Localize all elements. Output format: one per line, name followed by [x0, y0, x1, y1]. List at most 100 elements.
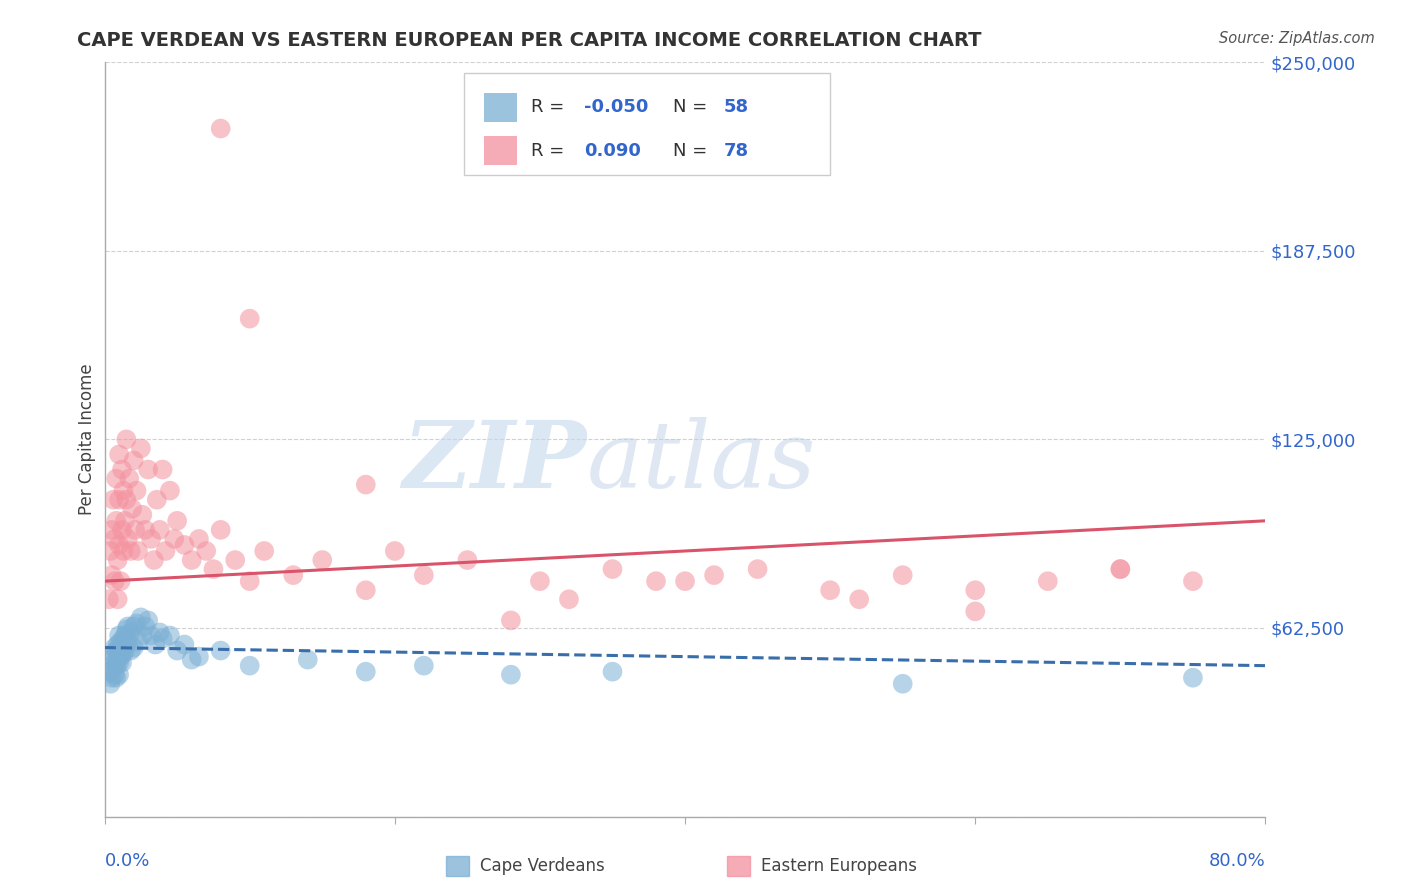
- Point: [1109, 562, 1132, 576]
- Point: [131, 628, 153, 642]
- Point: [107, 592, 129, 607]
- Point: [107, 652, 129, 666]
- Point: [131, 508, 153, 522]
- Point: [139, 532, 162, 546]
- Point: [142, 553, 165, 567]
- Point: [146, 492, 169, 507]
- Text: Cape Verdeans: Cape Verdeans: [479, 857, 605, 875]
- Point: [180, 652, 202, 666]
- Point: [105, 658, 128, 673]
- Point: [120, 643, 142, 657]
- Point: [145, 638, 167, 652]
- Point: [152, 632, 174, 646]
- Point: [412, 568, 434, 582]
- Point: [115, 492, 138, 507]
- Point: [703, 568, 725, 582]
- Point: [112, 483, 135, 498]
- Text: 0.0%: 0.0%: [104, 852, 150, 871]
- Point: [117, 532, 139, 546]
- Point: [105, 643, 128, 657]
- Point: [107, 553, 129, 567]
- Point: [104, 667, 127, 681]
- Point: [499, 667, 522, 681]
- Point: [127, 634, 149, 648]
- Point: [253, 544, 276, 558]
- Point: [114, 514, 136, 528]
- Point: [891, 677, 914, 691]
- Point: [104, 640, 127, 655]
- Point: [97, 665, 120, 679]
- Point: [1109, 562, 1132, 576]
- Point: [111, 638, 134, 652]
- Point: [159, 483, 181, 498]
- Point: [110, 634, 132, 648]
- Point: [202, 562, 225, 576]
- Text: R =: R =: [530, 142, 569, 160]
- Point: [283, 568, 305, 582]
- Point: [103, 662, 125, 676]
- Point: [173, 538, 195, 552]
- FancyBboxPatch shape: [464, 73, 830, 176]
- Point: [155, 544, 177, 558]
- Point: [747, 562, 769, 576]
- Point: [108, 628, 131, 642]
- Point: [645, 574, 668, 589]
- Point: [108, 538, 131, 552]
- Point: [965, 583, 987, 598]
- Text: N =: N =: [673, 142, 713, 160]
- Point: [101, 671, 124, 685]
- Point: [149, 523, 172, 537]
- Text: N =: N =: [673, 98, 713, 116]
- Point: [187, 649, 209, 664]
- Point: [139, 628, 162, 642]
- Point: [239, 311, 262, 326]
- Point: [111, 523, 134, 537]
- Point: [166, 514, 188, 528]
- Point: [187, 532, 209, 546]
- Point: [104, 656, 127, 670]
- Point: [891, 568, 914, 582]
- Point: [209, 643, 232, 657]
- Point: [108, 492, 131, 507]
- Point: [117, 634, 139, 648]
- Point: [602, 665, 624, 679]
- Point: [134, 523, 156, 537]
- Point: [120, 544, 142, 558]
- Point: [108, 667, 131, 681]
- Point: [97, 592, 120, 607]
- Point: [121, 501, 143, 516]
- Point: [239, 658, 262, 673]
- Point: [108, 643, 131, 657]
- Point: [673, 574, 696, 589]
- Point: [499, 614, 522, 628]
- Point: [112, 647, 135, 661]
- Point: [112, 544, 135, 558]
- Point: [107, 638, 129, 652]
- Point: [108, 656, 131, 670]
- Point: [149, 625, 172, 640]
- Point: [105, 514, 128, 528]
- Text: 80.0%: 80.0%: [1209, 852, 1265, 871]
- Point: [848, 592, 870, 607]
- Point: [602, 562, 624, 576]
- Point: [354, 665, 377, 679]
- Y-axis label: Per Capita Income: Per Capita Income: [79, 364, 96, 516]
- Point: [529, 574, 551, 589]
- Point: [115, 638, 138, 652]
- Point: [152, 462, 174, 476]
- Point: [103, 492, 125, 507]
- Point: [134, 619, 156, 633]
- Point: [120, 625, 142, 640]
- Point: [103, 647, 125, 661]
- Text: Source: ZipAtlas.com: Source: ZipAtlas.com: [1219, 31, 1375, 46]
- Point: [100, 544, 122, 558]
- Point: [105, 671, 128, 685]
- Bar: [484, 136, 517, 165]
- Text: Eastern Europeans: Eastern Europeans: [761, 857, 917, 875]
- Point: [180, 553, 202, 567]
- Point: [111, 656, 134, 670]
- Point: [122, 453, 145, 467]
- Point: [456, 553, 478, 567]
- Point: [101, 568, 124, 582]
- Point: [105, 472, 128, 486]
